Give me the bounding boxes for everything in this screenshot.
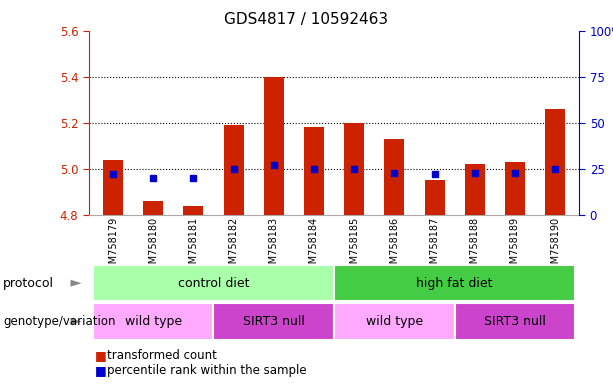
Bar	[505, 162, 525, 215]
Bar	[344, 123, 364, 215]
Bar	[224, 125, 243, 215]
Text: wild type: wild type	[124, 315, 182, 328]
Bar	[545, 109, 565, 215]
Text: percentile rank within the sample: percentile rank within the sample	[107, 364, 307, 377]
Bar	[304, 127, 324, 215]
Text: ■: ■	[95, 364, 107, 377]
Text: SIRT3 null: SIRT3 null	[484, 315, 546, 328]
Bar	[425, 180, 444, 215]
Text: transformed count: transformed count	[107, 349, 217, 362]
Text: GDS4817 / 10592463: GDS4817 / 10592463	[224, 12, 389, 26]
Text: genotype/variation: genotype/variation	[3, 315, 116, 328]
Bar	[465, 164, 485, 215]
Bar	[183, 206, 204, 215]
Bar	[143, 201, 163, 215]
Text: ■: ■	[95, 349, 107, 362]
Text: high fat diet: high fat diet	[416, 277, 493, 290]
Text: wild type: wild type	[366, 315, 423, 328]
Bar	[103, 160, 123, 215]
Bar	[384, 139, 405, 215]
Bar	[264, 77, 284, 215]
Text: control diet: control diet	[178, 277, 249, 290]
Text: protocol: protocol	[3, 277, 54, 290]
Text: SIRT3 null: SIRT3 null	[243, 315, 305, 328]
